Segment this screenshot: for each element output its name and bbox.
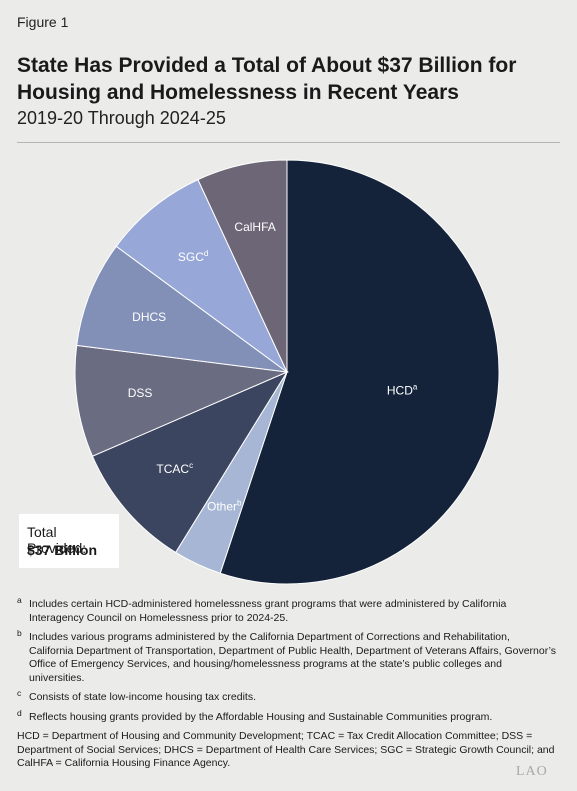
slice-label-dhcs: DHCS: [132, 310, 166, 324]
footnote-a: a Includes certain HCD-administered home…: [17, 595, 557, 625]
footnote-marker: c: [17, 688, 22, 698]
pie-slice-dhcs: [76, 245, 289, 373]
slice-label-dss: DSS: [128, 386, 153, 400]
abbreviations-note: HCD = Department of Housing and Communit…: [17, 730, 555, 769]
slice-label-other: Otherb: [207, 498, 242, 513]
total-provided-label: Total Provided:: [27, 524, 87, 556]
pie-slice-dss: [74, 344, 289, 457]
lao-logo: LAO: [516, 764, 548, 779]
footnote-c: c Consists of state low-income housing t…: [17, 688, 557, 705]
footnote-marker: a: [17, 595, 22, 605]
footnote-marker: d: [17, 707, 22, 718]
slice-label-superscript: b: [237, 498, 242, 507]
total-provided-value: $37 Billion: [27, 542, 98, 558]
slice-label-calhfa: CalHFA: [234, 220, 275, 234]
slice-label-superscript: a: [413, 383, 418, 392]
slice-label-tcac: TCACc: [156, 461, 193, 476]
slice-label-superscript: d: [204, 249, 208, 258]
chart-subtitle: 2019-20 Through 2024-25: [17, 108, 226, 128]
footnote-marker: b: [17, 628, 22, 638]
pie-slice-sgc: [115, 178, 288, 373]
title-divider: [17, 142, 560, 143]
pie-slice-tcac: [91, 370, 289, 554]
pie-chart: HCDa Otherb TCACc DSS DHCS SGCd CalHFA: [74, 159, 500, 585]
footnote-b: b Includes various programs administered…: [17, 628, 557, 685]
footnote-text: Reflects housing grants provided by the …: [29, 710, 493, 723]
pie-slice-hcd: [219, 159, 500, 585]
slice-label-sgc: SGCd: [178, 249, 208, 264]
figure-label: Figure 1: [17, 14, 69, 30]
total-provided-box: Total Provided: $37 Billion: [19, 514, 119, 568]
slice-label-hcd: HCDa: [387, 383, 418, 398]
chart-title: State Has Provided a Total of About $37 …: [17, 54, 517, 104]
footnote-text: Consists of state low-income housing tax…: [29, 691, 257, 703]
pie-slice-calhfa: [197, 159, 288, 373]
footnotes: a Includes certain HCD-administered home…: [17, 595, 557, 777]
footnote-text: Includes certain HCD-administered homele…: [29, 598, 507, 624]
footnote-text: Includes various programs administered b…: [29, 631, 557, 684]
footnote-d: d Reflects housing grants provided by th…: [17, 708, 557, 725]
slice-label-superscript: c: [189, 461, 193, 470]
